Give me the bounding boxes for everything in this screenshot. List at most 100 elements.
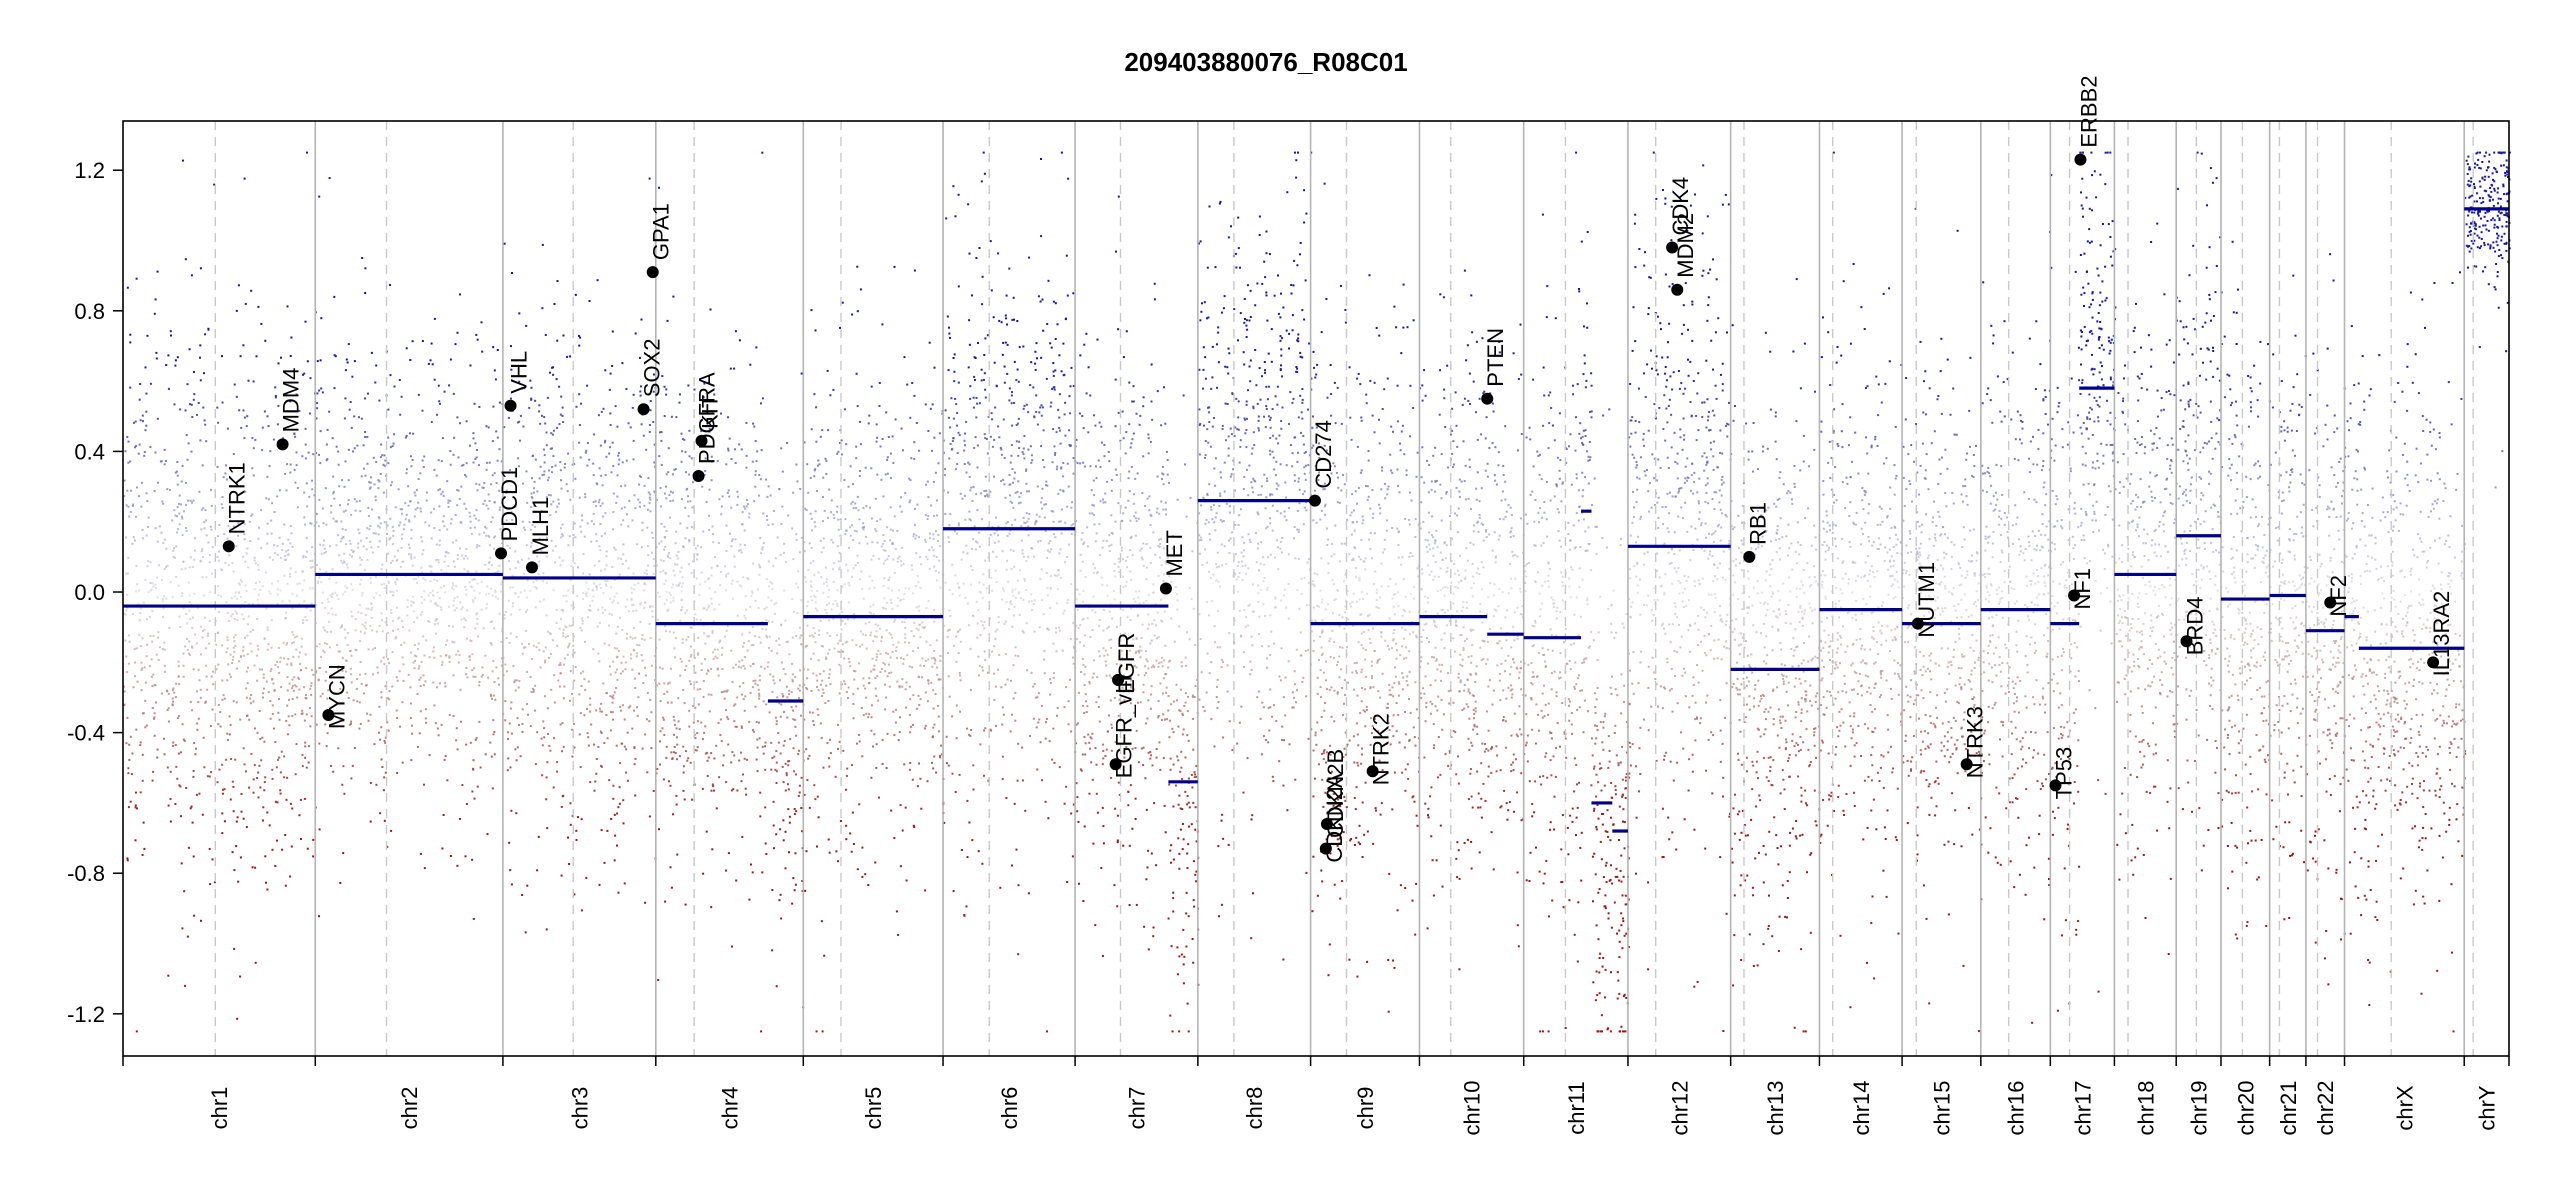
- probe-point: [205, 440, 208, 443]
- probe-point: [661, 727, 664, 730]
- probe-point: [163, 737, 165, 740]
- probe-point: [196, 690, 199, 693]
- probe-point: [578, 441, 581, 444]
- probe-point: [572, 566, 574, 569]
- probe-point: [304, 745, 307, 748]
- probe-point: [408, 547, 411, 549]
- probe-point: [154, 583, 157, 586]
- probe-point: [971, 548, 973, 550]
- probe-point: [490, 695, 493, 698]
- probe-point: [726, 624, 729, 627]
- probe-point: [770, 649, 773, 652]
- probe-point: [178, 615, 181, 618]
- probe-point: [175, 682, 178, 685]
- probe-point: [883, 577, 886, 580]
- probe-point: [734, 538, 737, 541]
- probe-point: [354, 629, 357, 632]
- probe-point: [401, 533, 404, 536]
- probe-point: [617, 806, 620, 809]
- probe-point: [919, 623, 922, 626]
- probe-point: [541, 474, 544, 477]
- probe-point: [451, 640, 454, 643]
- probe-point: [929, 407, 932, 410]
- probe-point: [390, 562, 392, 564]
- probe-point: [590, 520, 593, 523]
- probe-point: [174, 364, 177, 367]
- probe-point: [585, 593, 587, 595]
- probe-point: [371, 551, 374, 554]
- probe-point: [902, 658, 905, 661]
- probe-point: [471, 790, 474, 793]
- probe-point: [648, 431, 651, 433]
- probe-point: [616, 474, 619, 477]
- probe-point: [191, 646, 194, 649]
- probe-point: [719, 639, 722, 642]
- probe-point: [872, 640, 875, 643]
- probe-point: [609, 597, 611, 600]
- probe-point: [1032, 603, 1035, 606]
- probe-point: [817, 713, 820, 716]
- probe-point: [640, 385, 642, 388]
- probe-point: [310, 602, 313, 605]
- probe-point: [608, 624, 610, 627]
- probe-point: [828, 602, 831, 605]
- probe-point: [137, 603, 140, 606]
- probe-point: [849, 465, 852, 468]
- probe-point: [729, 367, 732, 370]
- probe-point: [455, 585, 458, 588]
- probe-point: [139, 791, 142, 794]
- probe-point: [373, 483, 376, 486]
- probe-point: [276, 423, 279, 426]
- probe-point: [848, 584, 851, 587]
- probe-point: [973, 525, 976, 528]
- probe-point: [349, 667, 352, 670]
- probe-point: [187, 499, 190, 502]
- probe-point: [476, 622, 479, 625]
- probe-point: [839, 518, 842, 521]
- probe-point: [937, 534, 940, 536]
- probe-point: [921, 621, 924, 624]
- probe-point: [932, 726, 935, 729]
- probe-point: [243, 763, 246, 766]
- probe-point: [943, 474, 946, 476]
- probe-point: [329, 594, 332, 597]
- probe-point: [605, 564, 608, 567]
- probe-point: [391, 685, 394, 688]
- probe-point: [318, 389, 321, 392]
- probe-point: [236, 667, 239, 670]
- probe-point: [702, 396, 705, 399]
- probe-point: [764, 806, 767, 809]
- probe-point: [493, 681, 496, 683]
- probe-point: [169, 330, 172, 333]
- probe-point: [242, 555, 245, 558]
- probe-point: [1010, 600, 1012, 603]
- probe-point: [139, 744, 142, 747]
- probe-point: [427, 594, 430, 597]
- probe-point: [891, 435, 894, 438]
- probe-point: [318, 576, 321, 579]
- probe-point: [380, 583, 383, 586]
- probe-point: [837, 723, 839, 726]
- probe-point: [708, 488, 711, 491]
- probe-point: [371, 673, 374, 676]
- probe-point: [710, 460, 713, 463]
- probe-point: [893, 620, 896, 623]
- probe-point: [154, 451, 157, 454]
- probe-point: [480, 608, 483, 611]
- probe-point: [989, 490, 992, 493]
- probe-point: [1029, 384, 1032, 387]
- probe-point: [700, 721, 703, 724]
- probe-point: [655, 546, 658, 548]
- probe-point: [668, 591, 671, 594]
- probe-point: [457, 661, 460, 664]
- probe-point: [344, 585, 347, 588]
- probe-point: [222, 694, 225, 697]
- probe-point: [342, 510, 345, 513]
- probe-point: [616, 812, 619, 815]
- probe-point: [785, 772, 788, 775]
- probe-point: [204, 423, 207, 426]
- probe-point: [476, 338, 479, 341]
- probe-point: [685, 638, 688, 641]
- probe-point: [838, 613, 841, 616]
- probe-point: [181, 927, 184, 930]
